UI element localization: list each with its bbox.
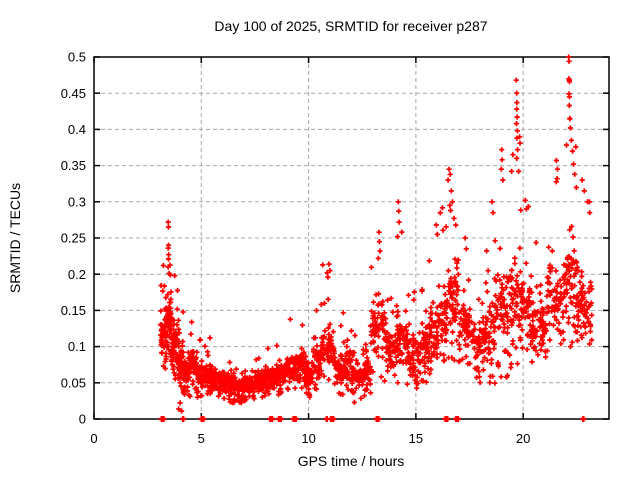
chart-title: Day 100 of 2025, SRMTID for receiver p28… <box>214 18 487 34</box>
x-tick-label: 15 <box>409 431 423 446</box>
y-tick-label: 0.4 <box>68 122 86 137</box>
zero-value-markers <box>158 416 587 422</box>
x-tick-label: 5 <box>198 431 205 446</box>
y-tick-label: 0.5 <box>68 50 86 65</box>
y-tick-label: 0.25 <box>61 231 86 246</box>
y-tick-label: 0.15 <box>61 303 86 318</box>
x-tick-label: 10 <box>301 431 315 446</box>
y-tick-label: 0 <box>79 412 86 427</box>
y-tick-label: 0.1 <box>68 339 86 354</box>
x-tick-label: 0 <box>90 431 97 446</box>
tick-labels: 0 5 10 15 20 0 0.05 0.1 0.15 0.2 0.25 0.3 0.35 0.4 0.4… <box>61 50 531 446</box>
x-tick-label: 20 <box>516 431 530 446</box>
x-axis-label: GPS time / hours <box>298 453 405 469</box>
y-tick-label: 0.45 <box>61 86 86 101</box>
y-axis-label: SRMTID / TECUs <box>7 183 23 293</box>
y-tick-label: 0.3 <box>68 194 86 209</box>
data-points <box>157 54 595 414</box>
y-tick-label: 0.05 <box>61 375 86 390</box>
y-tick-label: 0.35 <box>61 158 86 173</box>
y-tick-label: 0.2 <box>68 267 86 282</box>
